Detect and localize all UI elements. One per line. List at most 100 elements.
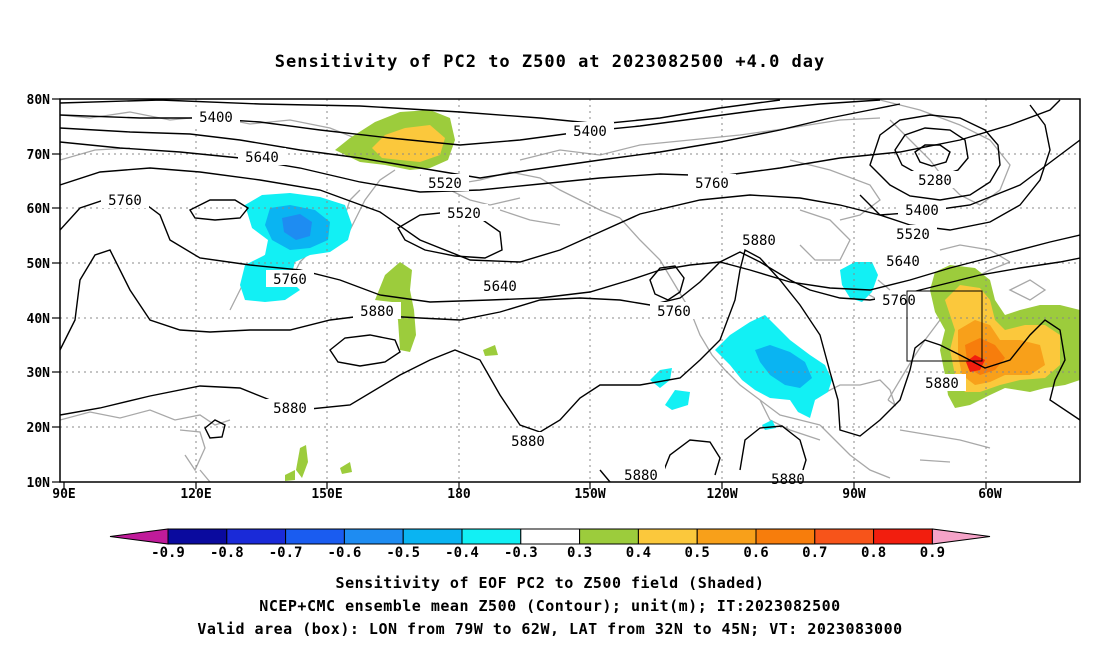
lon-label: 120W xyxy=(706,487,737,502)
shade-cyan xyxy=(840,262,878,302)
colorbar-label: -0.8 xyxy=(210,545,244,561)
colorbar-label: 0.9 xyxy=(920,545,945,561)
contour-label-5520a: 5520 xyxy=(421,174,469,192)
shade-green xyxy=(340,462,352,474)
colorbar-swatch xyxy=(461,528,522,545)
contour-label-5640b: 5640 xyxy=(879,252,927,270)
shade-cyan xyxy=(650,368,672,388)
contour-label-5760e: 5760 xyxy=(875,291,923,309)
colorbar-label: -0.5 xyxy=(386,545,420,561)
contour-label-5760a: 5760 xyxy=(101,191,149,209)
colorbar-label: -0.4 xyxy=(445,545,479,561)
colorbar-swatch xyxy=(520,528,581,545)
svg-text:5640: 5640 xyxy=(483,279,517,295)
colorbar-swatch xyxy=(285,528,345,545)
colorbar-label: 0.5 xyxy=(685,545,710,561)
contour-label-5880a: 5880 xyxy=(353,302,401,320)
colorbar-label: -0.9 xyxy=(151,545,185,561)
colorbar-swatch xyxy=(814,528,875,545)
lat-label: 60N xyxy=(27,202,51,217)
shade-green xyxy=(285,470,295,481)
lon-label: 180 xyxy=(447,487,471,502)
contour-label-5520c: 5520 xyxy=(889,225,937,243)
svg-text:5880: 5880 xyxy=(624,468,658,484)
colorbar-label: 0.4 xyxy=(626,545,651,561)
map-frame xyxy=(59,98,1081,483)
colorbar-swatch xyxy=(755,528,816,545)
contour-label-5760b: 5760 xyxy=(266,270,314,288)
colorbar-swatch xyxy=(226,528,287,545)
svg-text:5880: 5880 xyxy=(771,472,805,488)
svg-text:5640: 5640 xyxy=(245,150,279,166)
lon-labels: 90E 120E 150E 180 150W 120W 90W 60W xyxy=(52,487,1002,502)
shade-medblue xyxy=(282,214,312,240)
svg-text:5280: 5280 xyxy=(918,173,952,189)
contour-label-5760d: 5760 xyxy=(650,302,698,320)
colorbar-label: 0.7 xyxy=(802,545,827,561)
contour-label-5880f: 5880 xyxy=(617,466,665,484)
lat-label: 50N xyxy=(27,257,51,272)
colorbar-swatch xyxy=(637,528,698,545)
contour-label-5280: 5280 xyxy=(911,171,959,189)
svg-text:5880: 5880 xyxy=(925,376,959,392)
colorbar-swatch xyxy=(402,528,463,545)
svg-text:5760: 5760 xyxy=(657,304,691,320)
contour-label-5880e: 5880 xyxy=(504,432,552,450)
footer-line-2: NCEP+CMC ensemble mean Z500 (Contour); u… xyxy=(259,597,841,615)
svg-text:5760: 5760 xyxy=(108,193,142,209)
lon-label: 150W xyxy=(574,487,605,502)
svg-text:5640: 5640 xyxy=(886,254,920,270)
contour-label-5520b: 5520 xyxy=(440,204,488,222)
colorbar-label: 0.3 xyxy=(567,545,592,561)
lat-labels: 80N 70N 60N 50N 40N 30N 20N 10N xyxy=(27,93,51,491)
lon-label: 150E xyxy=(311,487,342,502)
lat-label: 30N xyxy=(27,366,51,381)
footer-line-1: Sensitivity of EOF PC2 to Z500 field (Sh… xyxy=(335,574,765,592)
contour-label-5640c: 5640 xyxy=(476,277,524,295)
svg-text:5880: 5880 xyxy=(511,434,545,450)
svg-text:5760: 5760 xyxy=(695,176,729,192)
colorbar-label: 0.6 xyxy=(743,545,768,561)
contour-label-5400c: 5400 xyxy=(898,201,946,219)
footer-line-3: Valid area (box): LON from 79W to 62W, L… xyxy=(197,620,903,638)
svg-text:5880: 5880 xyxy=(273,401,307,417)
lon-label: 60W xyxy=(978,487,1002,502)
contour-label-5640a: 5640 xyxy=(238,148,286,166)
lon-label: 90E xyxy=(52,487,75,502)
colorbar-right-tip xyxy=(931,528,991,545)
contour-label-5880c: 5880 xyxy=(918,374,966,392)
shade-green xyxy=(296,445,308,478)
contour-label-5880d: 5880 xyxy=(266,399,314,417)
colorbar-label: -0.6 xyxy=(328,545,362,561)
lon-label: 90W xyxy=(842,487,866,502)
shade-green xyxy=(483,345,498,356)
shade-lightblue xyxy=(755,345,812,388)
svg-text:5400: 5400 xyxy=(199,110,233,126)
svg-text:5880: 5880 xyxy=(360,304,394,320)
lat-label: 70N xyxy=(27,148,51,163)
svg-text:5760: 5760 xyxy=(273,272,307,288)
colorbar-label: -0.3 xyxy=(504,545,538,561)
colorbar-left-tip xyxy=(109,528,169,545)
svg-text:5760: 5760 xyxy=(882,293,916,309)
svg-text:5880: 5880 xyxy=(742,233,776,249)
shade-yellow xyxy=(372,125,445,162)
lon-label: 120E xyxy=(180,487,211,502)
colorbar-swatch xyxy=(343,528,404,545)
colorbar-label: -0.7 xyxy=(269,545,303,561)
lat-label: 20N xyxy=(27,421,51,436)
map-title: Sensitivity of PC2 to Z500 at 2023082500… xyxy=(274,52,826,72)
svg-text:5520: 5520 xyxy=(896,227,930,243)
ticks xyxy=(52,98,987,489)
lat-label: 40N xyxy=(27,312,51,327)
svg-text:5400: 5400 xyxy=(573,124,607,140)
colorbar: -0.9 -0.8 -0.7 -0.6 -0.5 -0.4 -0.3 0.3 0.4 0.5 0.6… xyxy=(109,528,991,561)
contour-label-5400b: 5400 xyxy=(566,122,614,140)
colorbar-label: 0.8 xyxy=(861,545,886,561)
contour-label-5400a: 5400 xyxy=(192,108,240,126)
svg-text:5400: 5400 xyxy=(905,203,939,219)
valid-area-box xyxy=(906,290,983,362)
contour-label-5760c: 5760 xyxy=(688,174,736,192)
colorbar-swatch xyxy=(579,528,639,545)
